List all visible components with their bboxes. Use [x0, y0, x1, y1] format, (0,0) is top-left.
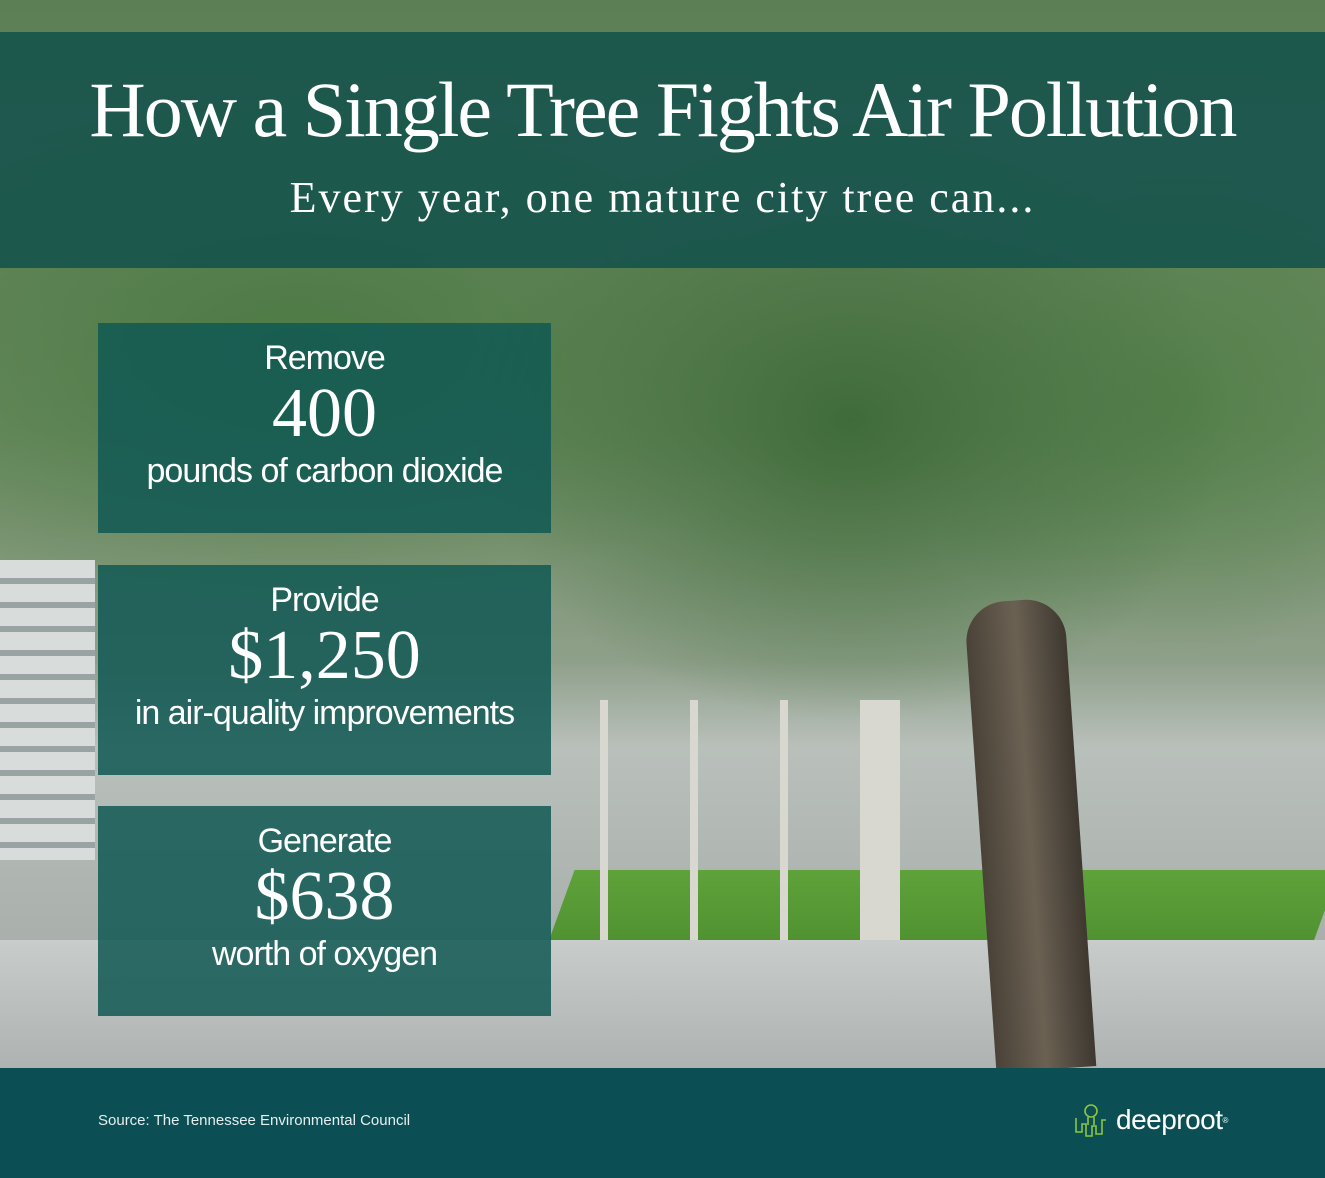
fact-verb: Generate	[257, 822, 393, 860]
palm-trunk	[780, 700, 788, 940]
registered-mark: ®	[1222, 1115, 1229, 1125]
lawn	[545, 870, 1325, 950]
fact-value: 400	[272, 375, 377, 452]
palm-trunk	[600, 700, 608, 940]
page-subtitle: Every year, one mature city tree can...	[289, 173, 1036, 222]
fact-card-air-quality: Provide $1,250 in air-quality improvemen…	[98, 565, 551, 775]
header-banner: How a Single Tree Fights Air Pollution E…	[0, 32, 1325, 268]
footer: Source: The Tennessee Environmental Coun…	[0, 1068, 1325, 1178]
logo-text: deeproot	[1116, 1104, 1223, 1135]
deeproot-logo: deeproot ®	[1074, 1102, 1228, 1138]
fact-description: pounds of carbon dioxide	[146, 452, 504, 490]
page-title: How a Single Tree Fights Air Pollution	[89, 66, 1237, 153]
fact-card-carbon: Remove 400 pounds of carbon dioxide	[98, 323, 551, 533]
tree-roots-icon	[1075, 1104, 1106, 1137]
palm-trunk	[690, 700, 698, 940]
fact-description: worth of oxygen	[211, 935, 438, 973]
background-building	[0, 560, 95, 860]
fact-card-oxygen: Generate $638 worth of oxygen	[98, 806, 551, 1016]
fact-value: $638	[254, 858, 395, 935]
fact-description: in air-quality improvements	[134, 694, 515, 732]
fact-verb: Provide	[270, 581, 379, 619]
fact-verb: Remove	[264, 339, 386, 377]
source-citation: Source: The Tennessee Environmental Coun…	[98, 1112, 411, 1129]
fact-value: $1,250	[228, 617, 421, 694]
palm-trunk	[860, 700, 900, 940]
